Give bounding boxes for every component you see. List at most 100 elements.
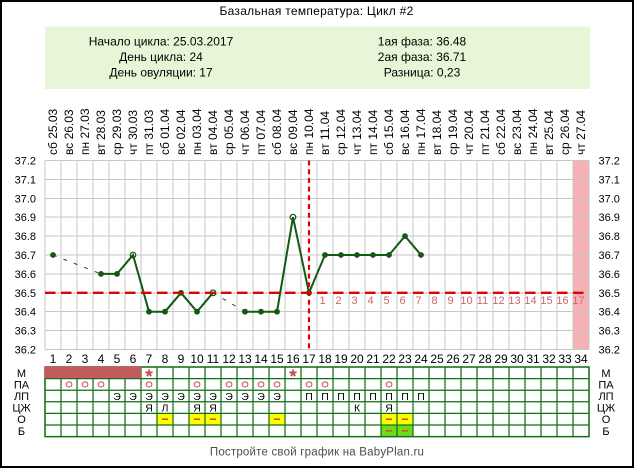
svg-text:П: П [321, 391, 329, 403]
svg-text:36.7: 36.7 [15, 250, 36, 262]
svg-text:Э: Э [177, 391, 185, 403]
svg-text:ср 12.04: ср 12.04 [334, 109, 348, 155]
svg-text:П: П [401, 391, 409, 403]
svg-text:26: 26 [446, 352, 460, 366]
svg-text:3: 3 [351, 295, 357, 307]
svg-text:5: 5 [114, 352, 121, 366]
svg-text:3: 3 [82, 352, 89, 366]
svg-text:1: 1 [319, 295, 325, 307]
svg-text:10: 10 [190, 352, 204, 366]
svg-text:Э: Э [241, 391, 249, 403]
svg-text:6: 6 [399, 295, 405, 307]
svg-text:ПА: ПА [14, 379, 30, 391]
svg-text:7: 7 [415, 295, 421, 307]
svg-text:Я: Я [145, 402, 153, 414]
svg-text:вс 23.04: вс 23.04 [510, 109, 524, 155]
svg-text:чт 27.04: чт 27.04 [574, 110, 588, 155]
svg-text:15: 15 [540, 295, 552, 307]
svg-text:чт 06.04: чт 06.04 [238, 110, 252, 155]
svg-text:36.6: 36.6 [599, 269, 620, 281]
svg-text:ср 29.03: ср 29.03 [110, 109, 124, 155]
svg-text:36.7: 36.7 [599, 250, 620, 262]
svg-text:Постройте свой график на BabyP: Постройте свой график на BabyPlan.ru [210, 447, 424, 459]
svg-text:ЛП: ЛП [14, 391, 29, 403]
svg-text:Э: Э [161, 391, 169, 403]
svg-text:14: 14 [254, 352, 268, 366]
svg-text:ПА: ПА [598, 379, 614, 391]
svg-text:9: 9 [178, 352, 185, 366]
svg-text:13: 13 [238, 352, 252, 366]
svg-text:О: О [17, 414, 26, 426]
svg-text:36.4: 36.4 [599, 307, 620, 319]
svg-text:17: 17 [302, 352, 316, 366]
svg-text:Э: Э [129, 391, 137, 403]
svg-text:Л: Л [162, 402, 169, 414]
svg-text:вт 18.04: вт 18.04 [430, 110, 444, 155]
svg-text:12: 12 [492, 295, 504, 307]
svg-text:36.3: 36.3 [599, 326, 620, 338]
svg-text:П: П [369, 391, 377, 403]
svg-text:пт 07.04: пт 07.04 [254, 109, 268, 155]
svg-text:24: 24 [414, 352, 428, 366]
svg-text:8: 8 [431, 295, 437, 307]
svg-text:пн 17.04: пн 17.04 [414, 108, 428, 155]
svg-text:Б: Б [602, 426, 609, 438]
svg-text:сб 08.04: сб 08.04 [270, 108, 284, 155]
svg-text:М: М [17, 368, 26, 380]
svg-text:29: 29 [494, 352, 508, 366]
svg-text:вс 02.04: вс 02.04 [174, 109, 188, 155]
svg-text:вс 26.03: вс 26.03 [62, 109, 76, 155]
svg-text:ЦЖ: ЦЖ [12, 403, 30, 415]
svg-text:13: 13 [508, 295, 520, 307]
svg-text:пн 27.03: пн 27.03 [78, 108, 92, 155]
svg-text:Б: Б [18, 426, 25, 438]
svg-text:36.4: 36.4 [15, 307, 36, 319]
svg-text:П: П [353, 391, 361, 403]
svg-text:1: 1 [50, 352, 57, 366]
svg-text:21: 21 [366, 352, 380, 366]
svg-text:М: М [601, 368, 610, 380]
svg-text:37.0: 37.0 [15, 193, 36, 205]
svg-text:36.5: 36.5 [599, 288, 620, 300]
svg-text:Э: Э [113, 391, 121, 403]
svg-text:вт 11.04: вт 11.04 [318, 111, 332, 155]
svg-text:15: 15 [270, 352, 284, 366]
svg-text:7: 7 [146, 352, 153, 366]
svg-text:ЦЖ: ЦЖ [597, 403, 615, 415]
svg-text:Я: Я [209, 402, 217, 414]
svg-text:36.3: 36.3 [15, 326, 36, 338]
svg-text:День цикла: 24: День цикла: 24 [119, 50, 203, 64]
svg-text:30: 30 [510, 352, 524, 366]
svg-text:25: 25 [430, 352, 444, 366]
svg-text:Я: Я [193, 402, 201, 414]
svg-text:37.1: 37.1 [599, 174, 620, 186]
svg-text:31: 31 [526, 352, 540, 366]
svg-text:14: 14 [524, 295, 536, 307]
svg-text:16: 16 [286, 352, 300, 366]
svg-text:ср 19.04: ср 19.04 [446, 109, 460, 155]
svg-text:6: 6 [130, 352, 137, 366]
svg-text:пн 24.04: пн 24.04 [526, 108, 540, 155]
svg-text:32: 32 [542, 352, 556, 366]
svg-text:37.0: 37.0 [599, 193, 620, 205]
svg-text:О: О [602, 414, 611, 426]
svg-text:ЛП: ЛП [598, 391, 613, 403]
svg-text:пт 14.04: пт 14.04 [366, 109, 380, 155]
svg-text:36.9: 36.9 [15, 212, 36, 224]
svg-text:20: 20 [350, 352, 364, 366]
svg-text:11: 11 [477, 295, 488, 307]
svg-text:36.8: 36.8 [599, 231, 620, 243]
svg-text:4: 4 [367, 295, 373, 307]
svg-text:пн 10.04: пн 10.04 [302, 108, 316, 155]
svg-text:37.2: 37.2 [15, 156, 36, 168]
svg-text:пн 03.04: пн 03.04 [190, 108, 204, 155]
svg-text:ср 26.04: ср 26.04 [558, 109, 572, 155]
svg-text:Э: Э [257, 391, 265, 403]
svg-text:5: 5 [383, 295, 389, 307]
svg-text:12: 12 [222, 352, 236, 366]
svg-text:П: П [337, 391, 345, 403]
svg-text:сб 01.04: сб 01.04 [158, 108, 172, 155]
svg-text:пт 21.04: пт 21.04 [478, 109, 492, 155]
svg-text:28: 28 [478, 352, 492, 366]
svg-text:П: П [305, 391, 313, 403]
